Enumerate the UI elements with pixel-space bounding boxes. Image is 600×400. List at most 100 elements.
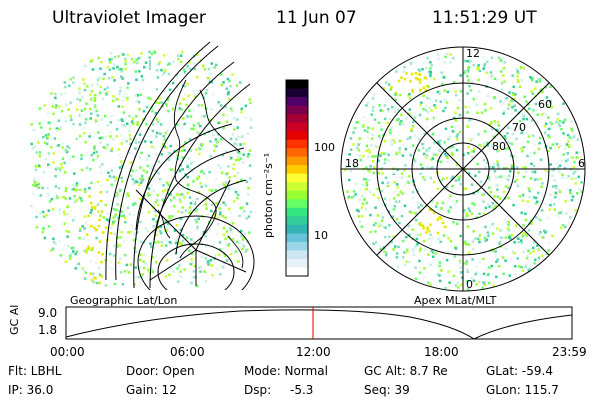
emission-pixel	[500, 81, 504, 85]
emission-pixel	[574, 177, 577, 180]
emission-pixel	[112, 254, 116, 257]
emission-pixel	[547, 181, 550, 184]
emission-pixel	[126, 53, 129, 56]
emission-pixel	[245, 202, 249, 205]
emission-pixel	[390, 138, 393, 141]
emission-pixel	[442, 177, 445, 181]
emission-pixel	[178, 264, 181, 267]
emission-pixel	[435, 153, 438, 157]
emission-pixel	[151, 129, 155, 133]
emission-pixel	[521, 113, 525, 117]
emission-pixel	[489, 107, 493, 110]
emission-pixel	[466, 75, 469, 78]
emission-pixel	[369, 213, 372, 217]
emission-pixel	[228, 207, 231, 211]
emission-pixel	[81, 225, 84, 228]
emission-pixel	[241, 238, 245, 241]
emission-pixel	[86, 85, 89, 88]
emission-pixel	[190, 257, 193, 261]
emission-pixel	[67, 245, 70, 248]
emission-pixel	[435, 99, 438, 102]
emission-pixel	[360, 194, 364, 198]
emission-pixel	[570, 136, 573, 140]
emission-pixel	[59, 126, 62, 129]
emission-pixel	[155, 220, 158, 223]
emission-pixel	[220, 83, 224, 87]
emission-pixel	[388, 128, 392, 132]
emission-pixel	[571, 129, 574, 132]
emission-pixel	[63, 222, 66, 226]
emission-pixel	[232, 163, 236, 166]
emission-pixel	[196, 227, 199, 230]
emission-pixel	[395, 113, 399, 117]
emission-pixel	[203, 183, 206, 187]
emission-pixel	[138, 253, 141, 257]
emission-pixel	[438, 149, 441, 152]
emission-pixel	[464, 105, 467, 109]
emission-pixel	[381, 181, 384, 185]
emission-pixel	[520, 241, 523, 245]
emission-pixel	[391, 105, 394, 109]
emission-pixel	[161, 199, 165, 202]
emission-pixel	[82, 237, 85, 241]
emission-pixel	[73, 195, 76, 198]
emission-pixel	[133, 60, 136, 64]
emission-pixel	[419, 172, 422, 175]
emission-pixel	[551, 168, 554, 172]
emission-pixel	[54, 106, 58, 109]
emission-pixel	[210, 62, 213, 65]
emission-pixel	[137, 57, 140, 60]
emission-pixel	[93, 99, 97, 102]
emission-pixel	[471, 238, 474, 242]
emission-pixel	[116, 64, 119, 67]
emission-pixel	[93, 147, 96, 151]
emission-pixel	[119, 86, 122, 89]
emission-pixel	[142, 169, 145, 172]
emission-pixel	[458, 259, 462, 263]
emission-pixel	[237, 135, 240, 139]
emission-pixel	[378, 153, 381, 156]
emission-pixel	[101, 136, 104, 139]
emission-pixel	[178, 169, 182, 173]
emission-pixel	[120, 142, 123, 145]
emission-pixel	[398, 121, 402, 124]
emission-pixel	[418, 187, 421, 191]
emission-pixel	[563, 166, 567, 170]
emission-pixel	[504, 247, 508, 251]
emission-pixel	[535, 98, 538, 101]
emission-pixel	[175, 239, 178, 242]
emission-pixel	[215, 202, 218, 205]
emission-pixel	[223, 254, 227, 257]
emission-pixel	[96, 78, 100, 82]
emission-pixel	[449, 240, 453, 243]
emission-pixel	[188, 61, 191, 64]
emission-pixel	[430, 64, 433, 67]
emission-pixel	[415, 237, 419, 241]
emission-pixel	[546, 170, 549, 173]
emission-pixel	[516, 70, 519, 73]
emission-pixel	[434, 106, 437, 110]
emission-pixel	[499, 100, 502, 103]
emission-pixel	[185, 72, 188, 75]
emission-pixel	[378, 136, 382, 139]
emission-pixel	[422, 61, 425, 65]
emission-pixel	[401, 154, 405, 157]
emission-pixel	[529, 251, 532, 255]
emission-pixel	[231, 188, 234, 191]
emission-pixel	[183, 149, 186, 152]
emission-pixel	[122, 239, 126, 243]
emission-pixel	[539, 77, 542, 81]
emission-pixel	[493, 170, 497, 173]
emission-pixel	[429, 61, 432, 64]
emission-pixel	[236, 171, 240, 174]
emission-pixel	[80, 109, 84, 112]
emission-pixel	[229, 85, 232, 88]
emission-pixel	[436, 218, 440, 221]
emission-pixel	[475, 271, 478, 274]
emission-pixel	[425, 104, 428, 108]
emission-pixel	[565, 143, 569, 146]
emission-pixel	[467, 251, 471, 255]
emission-pixel	[443, 61, 446, 64]
emission-pixel	[179, 54, 183, 57]
emission-pixel	[124, 87, 127, 90]
